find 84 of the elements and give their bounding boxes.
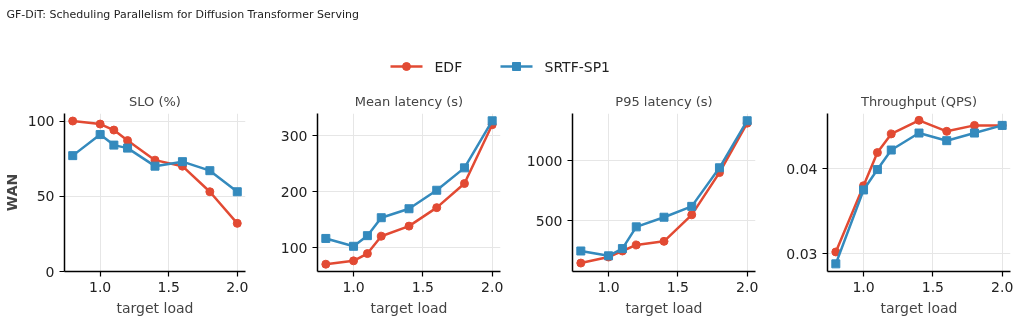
point bbox=[942, 136, 952, 146]
x-tick-label: 1.5 bbox=[157, 278, 180, 295]
y-axis-title: WAN bbox=[3, 173, 20, 212]
point bbox=[831, 259, 841, 269]
point bbox=[687, 210, 697, 220]
x-tick-label: 2.0 bbox=[991, 278, 1014, 295]
point bbox=[404, 221, 414, 231]
x-tick-label: 1.0 bbox=[89, 278, 112, 295]
point bbox=[109, 140, 119, 150]
point bbox=[205, 187, 215, 197]
point bbox=[631, 240, 641, 250]
y-tick-label: 500 bbox=[535, 212, 563, 229]
point bbox=[68, 151, 78, 161]
x-tick-label: 1.0 bbox=[342, 278, 365, 295]
point bbox=[404, 204, 414, 214]
point bbox=[687, 201, 697, 211]
point bbox=[969, 120, 979, 130]
point bbox=[487, 116, 497, 126]
legend-label: SRTF-SP1 bbox=[544, 58, 610, 75]
x-tick-label: 1.0 bbox=[597, 278, 620, 295]
x-axis-title: target load bbox=[370, 299, 448, 316]
point bbox=[886, 145, 896, 155]
point bbox=[872, 165, 882, 175]
point bbox=[150, 161, 160, 171]
point bbox=[95, 119, 105, 129]
point bbox=[123, 143, 133, 153]
point bbox=[95, 130, 105, 140]
point bbox=[109, 125, 119, 135]
point bbox=[68, 116, 78, 126]
point bbox=[349, 256, 359, 266]
point bbox=[205, 166, 215, 176]
x-axis-title: target load bbox=[880, 299, 958, 316]
point bbox=[321, 233, 331, 243]
x-axis-title: target load bbox=[625, 299, 703, 316]
point bbox=[232, 187, 242, 197]
chart-title: P95 latency (s) bbox=[615, 93, 713, 109]
chart-title: Mean latency (s) bbox=[354, 93, 464, 109]
point bbox=[321, 259, 331, 269]
point bbox=[942, 126, 952, 136]
point bbox=[459, 163, 469, 173]
point bbox=[232, 218, 242, 228]
chart-title: Throughput (QPS) bbox=[859, 93, 978, 109]
x-tick-label: 1.5 bbox=[411, 278, 434, 295]
point bbox=[576, 246, 586, 256]
point bbox=[432, 203, 442, 213]
x-tick-label: 2.0 bbox=[736, 278, 759, 295]
y-tick-label: 50 bbox=[36, 188, 55, 205]
point bbox=[714, 163, 724, 173]
point bbox=[659, 212, 669, 222]
point bbox=[872, 148, 882, 158]
x-tick-label: 1.0 bbox=[852, 278, 875, 295]
text: GF-DiT: Scheduling Parallelism for Diffusion Transformer Serving bbox=[6, 8, 359, 21]
point bbox=[177, 157, 187, 167]
point bbox=[362, 231, 372, 241]
x-tick-label: 1.5 bbox=[921, 278, 944, 295]
point bbox=[376, 231, 386, 241]
x-tick-label: 2.0 bbox=[226, 278, 249, 295]
y-tick-label: 0.04 bbox=[786, 160, 818, 177]
y-tick-label: 100 bbox=[27, 113, 55, 130]
point bbox=[659, 236, 669, 246]
legend-label: EDF bbox=[434, 58, 463, 75]
x-axis-title: target load bbox=[116, 299, 194, 316]
point bbox=[914, 128, 924, 138]
point bbox=[576, 258, 586, 268]
point bbox=[859, 185, 869, 195]
point bbox=[432, 185, 442, 195]
y-tick-label: 300 bbox=[280, 127, 308, 144]
x-tick-label: 1.5 bbox=[666, 278, 689, 295]
point bbox=[886, 129, 896, 139]
point bbox=[349, 241, 359, 251]
y-tick-label: 0 bbox=[45, 263, 55, 280]
point bbox=[376, 213, 386, 223]
x-tick-label: 2.0 bbox=[481, 278, 504, 295]
y-tick-label: 0.03 bbox=[786, 245, 818, 262]
point bbox=[831, 247, 841, 257]
y-tick-label: 1000 bbox=[526, 152, 563, 169]
point bbox=[362, 249, 372, 259]
chart-title: SLO (%) bbox=[129, 93, 181, 109]
point bbox=[969, 128, 979, 138]
y-tick-label: 200 bbox=[280, 183, 308, 200]
point bbox=[631, 222, 641, 232]
point bbox=[914, 115, 924, 125]
point bbox=[459, 179, 469, 189]
y-tick-label: 100 bbox=[280, 239, 308, 256]
